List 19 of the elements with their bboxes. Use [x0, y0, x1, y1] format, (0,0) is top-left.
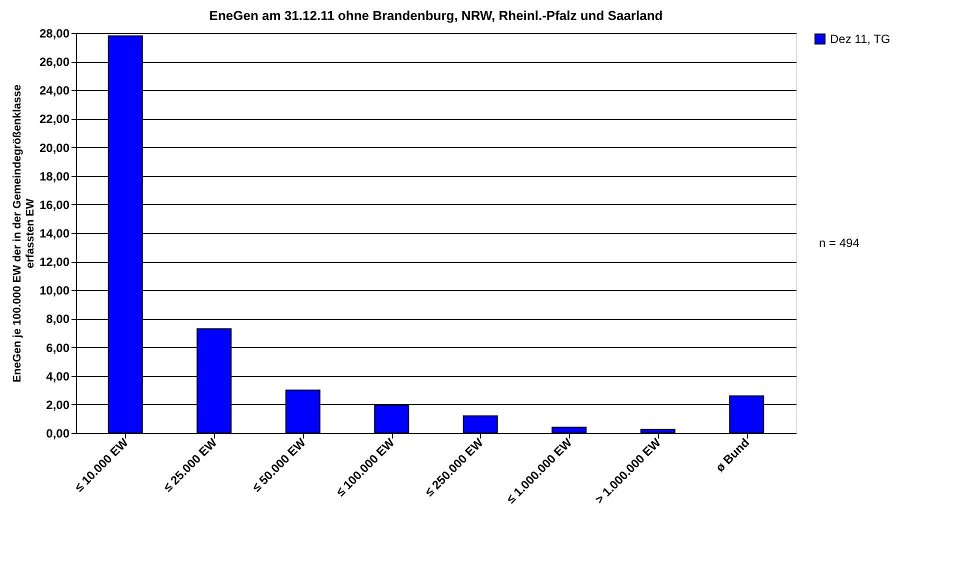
y-tick-label: 8,00	[46, 312, 70, 326]
y-axis-title: EneGen je 100.000 EW der in der Gemeindegrößenklasse erfassten EW	[11, 84, 36, 382]
y-tick-label: 14,00	[39, 226, 70, 240]
legend-label: Dez 11, TG	[830, 32, 890, 46]
y-tick-label: 4,00	[46, 369, 70, 384]
y-tick-label: 16,00	[39, 198, 70, 212]
y-tick-label: 2,00	[46, 398, 70, 412]
y-tick-label: 10,00	[39, 284, 70, 298]
y-tick-label: 22,00	[39, 112, 70, 126]
y-tick-label: 12,00	[39, 255, 70, 270]
y-tick-label: 24,00	[39, 84, 70, 98]
y-tick-label: 20,00	[39, 140, 70, 155]
y-tick-label: 26,00	[39, 55, 70, 70]
y-tick-label: 0,00	[46, 426, 70, 440]
text: n = 494	[819, 236, 860, 250]
y-tick-label: 18,00	[39, 169, 70, 184]
y-tick-label: 6,00	[46, 340, 70, 355]
y-tick-label: 28,00	[39, 26, 70, 40]
chart-title: EneGen am 31.12.11 ohne Brandenburg, NRW, Rheinl.-Pfalz und Saarland	[209, 8, 663, 23]
